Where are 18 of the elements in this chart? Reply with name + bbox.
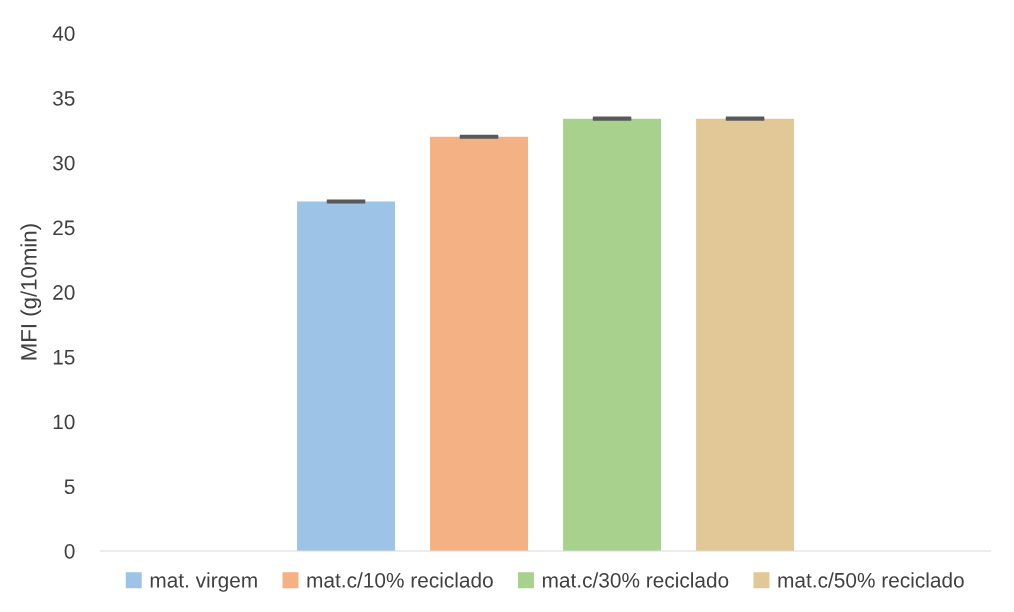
y-tick-label: 35 xyxy=(53,90,75,106)
y-tick-label: 20 xyxy=(53,285,75,300)
legend-label: mat.c/10% reciclado xyxy=(307,572,493,588)
y-tick-label: 10 xyxy=(53,414,75,430)
legend-label: mat.c/30% reciclado xyxy=(542,572,729,588)
y-axis-title: MFI (g/10min) xyxy=(20,224,42,360)
bar xyxy=(297,201,395,551)
bar xyxy=(696,118,795,551)
y-tick-label: 40 xyxy=(52,26,75,41)
legend-label: mat. virgem xyxy=(150,572,257,592)
y-tick-label: 0 xyxy=(64,543,75,559)
bar xyxy=(430,136,528,551)
y-tick-label: 30 xyxy=(53,155,75,171)
bar xyxy=(563,118,661,551)
legend-label: mat.c/50% reciclado xyxy=(778,572,964,588)
y-tick-label: 25 xyxy=(53,220,75,236)
y-tick-label: 15 xyxy=(53,350,75,365)
y-tick-label: 5 xyxy=(64,479,75,495)
